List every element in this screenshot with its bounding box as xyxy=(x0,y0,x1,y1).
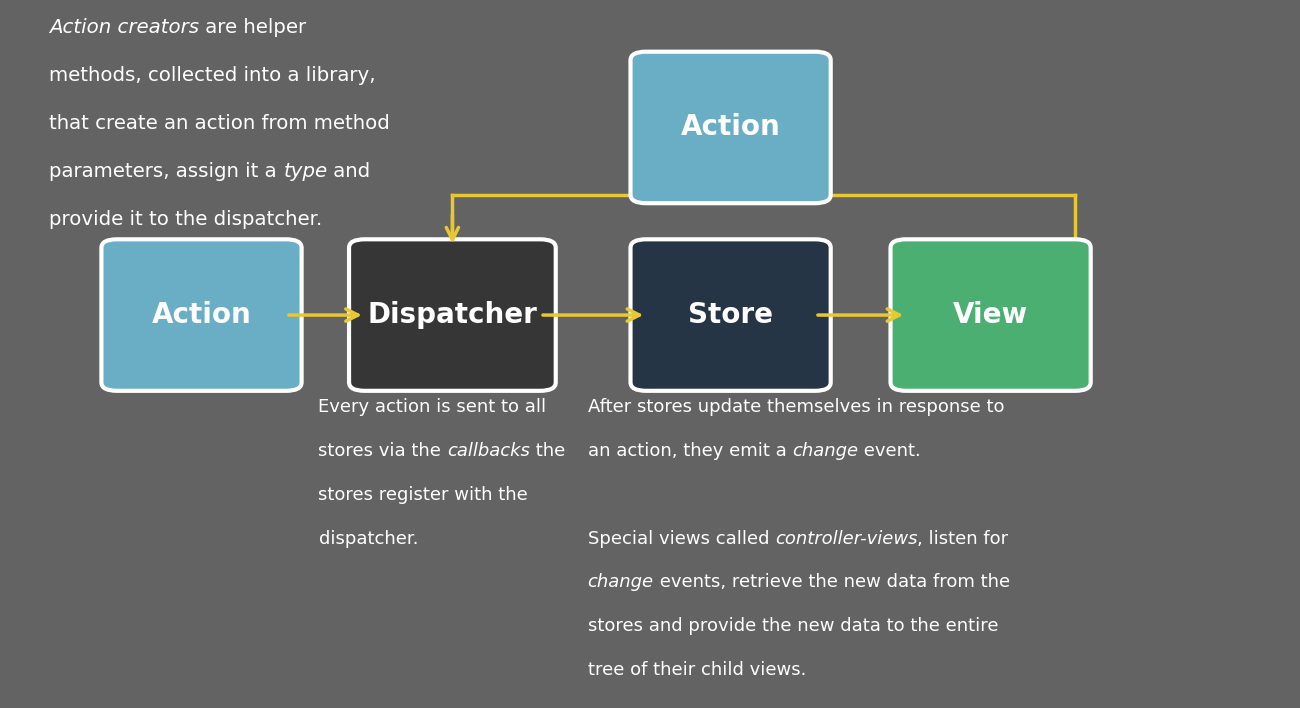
Text: event.: event. xyxy=(858,442,920,459)
Text: provide it to the dispatcher.: provide it to the dispatcher. xyxy=(49,210,322,229)
Text: stores and provide the new data to the entire: stores and provide the new data to the e… xyxy=(588,617,998,635)
Text: type: type xyxy=(283,162,328,181)
Text: controller-views: controller-views xyxy=(775,530,918,547)
Text: stores via the: stores via the xyxy=(318,442,447,459)
Text: Action: Action xyxy=(681,113,780,142)
FancyBboxPatch shape xyxy=(630,239,831,391)
Text: Store: Store xyxy=(688,301,774,329)
Text: change: change xyxy=(792,442,858,459)
Text: and: and xyxy=(328,162,370,181)
Text: Action creators: Action creators xyxy=(49,18,199,37)
Text: callbacks: callbacks xyxy=(447,442,530,459)
Text: that create an action from method: that create an action from method xyxy=(49,114,390,133)
FancyBboxPatch shape xyxy=(348,239,556,391)
Text: Action: Action xyxy=(152,301,251,329)
Text: , listen for: , listen for xyxy=(918,530,1009,547)
Text: events, retrieve the new data from the: events, retrieve the new data from the xyxy=(654,573,1010,591)
Text: Every action is sent to all: Every action is sent to all xyxy=(318,398,546,416)
Text: Special views called: Special views called xyxy=(588,530,775,547)
Text: are helper: are helper xyxy=(199,18,307,37)
FancyBboxPatch shape xyxy=(630,52,831,203)
Text: tree of their child views.: tree of their child views. xyxy=(588,661,806,679)
FancyBboxPatch shape xyxy=(101,239,302,391)
Text: stores register with the: stores register with the xyxy=(318,486,528,503)
FancyBboxPatch shape xyxy=(891,239,1091,391)
Text: Dispatcher: Dispatcher xyxy=(368,301,537,329)
Text: parameters, assign it a: parameters, assign it a xyxy=(49,162,283,181)
Text: After stores update themselves in response to: After stores update themselves in respon… xyxy=(588,398,1004,416)
Text: dispatcher.: dispatcher. xyxy=(318,530,419,547)
Text: methods, collected into a library,: methods, collected into a library, xyxy=(49,66,376,85)
Text: View: View xyxy=(953,301,1028,329)
Text: change: change xyxy=(588,573,654,591)
Text: the: the xyxy=(530,442,566,459)
Text: an action, they emit a: an action, they emit a xyxy=(588,442,792,459)
